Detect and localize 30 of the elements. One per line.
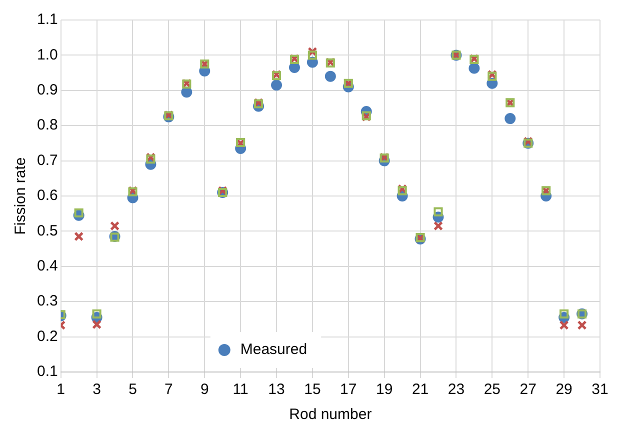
y-axis-title: Fission rate	[12, 157, 30, 235]
y-tick-label: 0.9	[36, 82, 58, 99]
x-tick-label: 29	[556, 381, 572, 398]
x-tick-label: 13	[268, 381, 285, 398]
x-tick-label: 17	[340, 381, 357, 398]
legend-label: Measured	[240, 341, 308, 358]
x-tick-label: 19	[376, 381, 393, 398]
x-tick-label: 9	[200, 381, 209, 398]
y-tick-label: 1.0	[36, 46, 58, 64]
x-tick-label: 25	[484, 381, 501, 398]
y-tick-label: 1.1	[36, 11, 58, 28]
x-axis-title: Rod number	[289, 406, 372, 424]
y-tick-label: 0.5	[36, 222, 58, 240]
y-tick-label: 0.6	[36, 187, 58, 204]
y-tick-label: 0.3	[36, 292, 58, 310]
y-tick-label: 0.4	[36, 258, 58, 275]
x-tick-label: 7	[164, 381, 173, 398]
x-tick-label: 23	[448, 381, 465, 398]
y-tick-label: 0.2	[36, 328, 58, 345]
x-tick-label: 3	[92, 381, 101, 398]
x-tick-label: 31	[592, 381, 608, 398]
y-tick-label: 0.7	[36, 152, 58, 169]
x-tick-label: 21	[412, 381, 429, 398]
y-tick-label: 0.8	[36, 116, 58, 134]
x-tick-label: 15	[304, 381, 321, 398]
x-tick-label: 11	[232, 381, 248, 398]
x-tick-label: 27	[520, 381, 536, 398]
y-tick-label: 0.1	[36, 363, 58, 380]
x-tick-label: 1	[56, 381, 66, 398]
x-tick-label: 5	[128, 381, 137, 398]
